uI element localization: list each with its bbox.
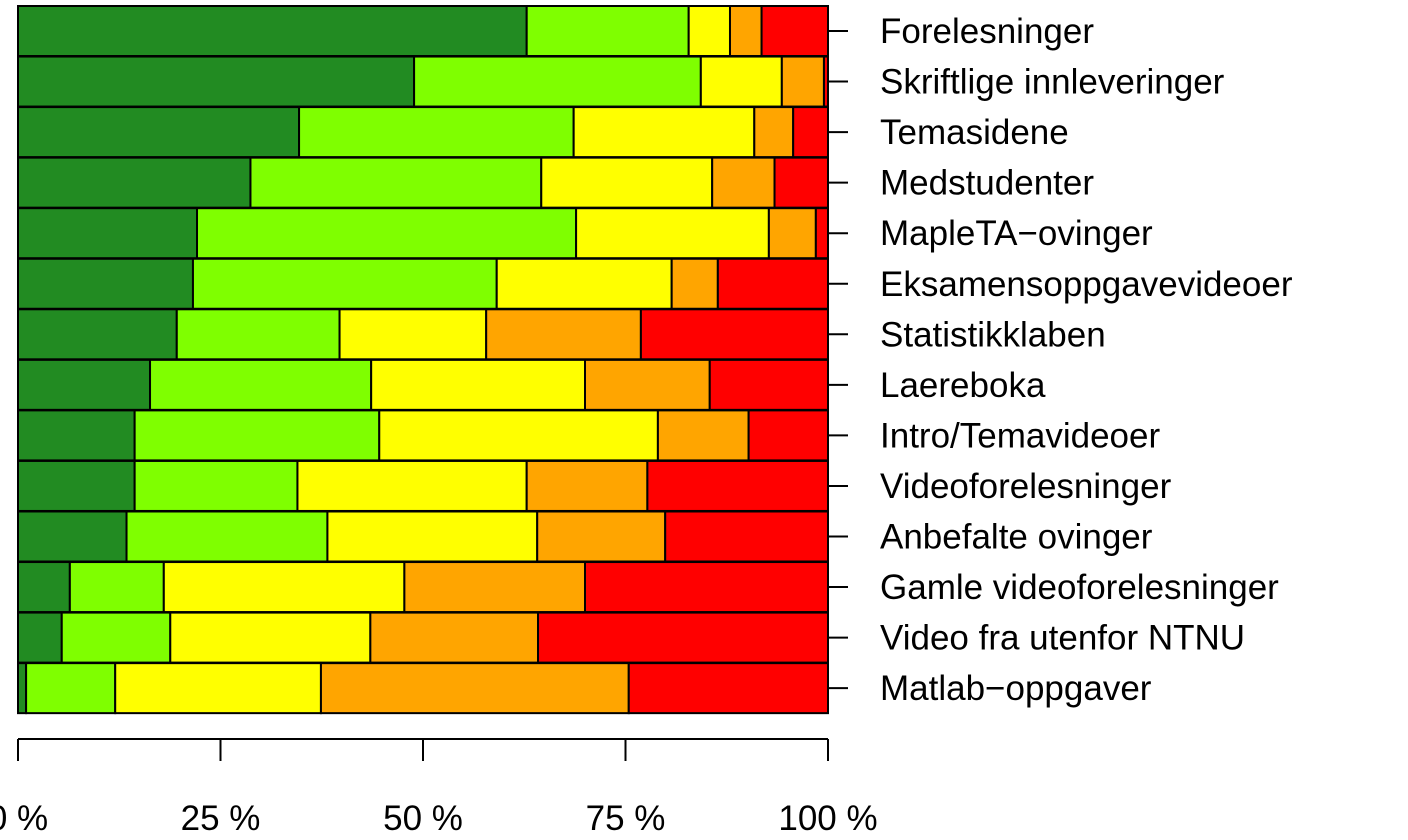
category-label: Medstudenter <box>880 164 1094 203</box>
bar-segment <box>17 611 63 664</box>
category-label: Eksamensoppgavevideoer <box>880 265 1293 304</box>
bar-segment <box>716 257 830 310</box>
bar-segment <box>370 358 586 411</box>
bar-segment <box>584 561 829 614</box>
x-tick-label: 25 % <box>181 799 261 835</box>
bar-segment <box>17 459 136 512</box>
bar-segment <box>17 207 199 260</box>
category-label: Statistikklaben <box>880 315 1106 354</box>
bar-segment <box>670 257 719 310</box>
bar-segment <box>536 510 667 563</box>
bar-segment <box>60 611 172 664</box>
category-label: Temasidene <box>880 113 1069 152</box>
bar-segment <box>537 611 830 664</box>
bar-segment <box>338 308 488 361</box>
x-tick-label: 100 % <box>778 799 877 835</box>
bar-segment <box>17 662 28 715</box>
bar-segment <box>17 55 416 108</box>
bar-segment <box>319 662 630 715</box>
bar-segment <box>699 55 783 108</box>
bar-segment <box>485 308 642 361</box>
bar-segment <box>196 207 578 260</box>
category-label: Anbefalte ovinger <box>880 518 1153 557</box>
bar-segment <box>17 257 194 310</box>
bar-segment <box>133 459 299 512</box>
bar-segment <box>68 561 165 614</box>
bar-segment <box>711 156 776 209</box>
bar-segment <box>656 409 750 462</box>
bar-segment <box>687 5 731 57</box>
bar-segment <box>369 611 540 664</box>
category-label: Laereboka <box>880 366 1046 405</box>
category-label: Skriftlige innleveringer <box>880 63 1225 102</box>
x-tick-label: 75 % <box>586 799 666 835</box>
x-tick-label: 0 % <box>0 799 48 835</box>
bar-segment <box>133 409 381 462</box>
bar-segment <box>747 409 829 462</box>
bar-segment <box>664 510 829 563</box>
bar-segment <box>780 55 825 108</box>
bar-segment <box>627 662 829 715</box>
bar-segment <box>639 308 830 361</box>
bar-segment <box>540 156 714 209</box>
bar-segment <box>646 459 829 512</box>
bar-segment <box>814 207 829 260</box>
bar-segment <box>525 5 690 57</box>
bar-segment <box>525 459 649 512</box>
bar-segment <box>175 308 341 361</box>
bar-segment <box>773 156 829 209</box>
bar-segment <box>708 358 829 411</box>
category-label: Forelesninger <box>880 12 1094 51</box>
bar-segment <box>760 5 830 57</box>
bar-segment <box>17 308 178 361</box>
category-label: Gamle videoforelesninger <box>880 568 1279 607</box>
bar-segment <box>249 156 543 209</box>
bar-segment <box>728 5 763 57</box>
x-axis: 0 % 25 % 50 % 75 % 100 % <box>0 738 878 838</box>
category-label: Intro/Temavideoer <box>880 416 1160 455</box>
category-label: Matlab−oppgaver <box>880 669 1152 708</box>
bar-segment <box>413 55 702 108</box>
bar-segment <box>17 358 152 411</box>
category-label: Video fra utenfor NTNU <box>880 619 1245 658</box>
bars-layer <box>17 5 830 715</box>
bar-segment <box>403 561 586 614</box>
bar-segment <box>25 662 117 715</box>
bar-segment <box>191 257 498 310</box>
category-label: MapleTA−ovinger <box>880 214 1153 253</box>
bar-segment <box>296 459 528 512</box>
bar-segment <box>17 156 252 209</box>
bar-segment <box>162 561 406 614</box>
bar-segment <box>822 55 830 108</box>
bar-segment <box>326 510 539 563</box>
bar-segment <box>149 358 373 411</box>
bar-segment <box>767 207 817 260</box>
category-label: Videoforelesninger <box>880 467 1172 506</box>
bar-segment <box>572 106 756 159</box>
bar-segment <box>114 662 322 715</box>
x-tick-label: 50 % <box>383 799 463 835</box>
bar-segment <box>298 106 575 159</box>
bar-segment <box>17 106 301 159</box>
bar-segment <box>17 561 71 614</box>
category-labels: Forelesninger Skriftlige innleveringer Tem… <box>828 12 1293 708</box>
bar-segment <box>17 5 528 57</box>
bar-segment <box>575 207 770 260</box>
bar-segment <box>584 358 711 411</box>
bar-segment <box>792 106 829 159</box>
bar-segment <box>17 409 136 462</box>
bar-segment <box>169 611 372 664</box>
bar-segment <box>495 257 673 310</box>
bar-segment <box>125 510 329 563</box>
bar-segment <box>378 409 659 462</box>
bar-segment <box>753 106 795 159</box>
bar-segment <box>17 510 128 563</box>
